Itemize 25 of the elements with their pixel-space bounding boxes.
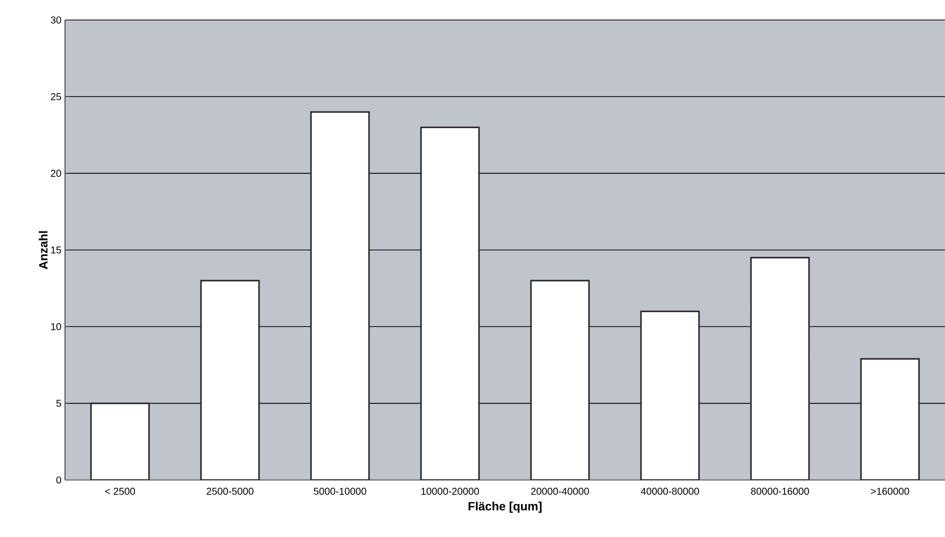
x-tick-label: 5000-10000: [314, 488, 366, 495]
bar: [310, 111, 370, 480]
y-tick-label: 25: [50, 93, 62, 100]
y-tick-label: 0: [56, 476, 62, 484]
x-tick-label: 80000-16000: [751, 488, 809, 495]
x-tick-label: >160000: [870, 488, 910, 495]
bar: [200, 280, 260, 480]
x-tick-label: 20000-40000: [531, 488, 589, 495]
bar: [530, 280, 590, 480]
bar: [750, 256, 810, 480]
bar: [860, 358, 920, 480]
bar: [640, 310, 700, 480]
x-tick-label: 10000-20000: [421, 488, 479, 495]
x-tick-label: 2500-5000: [206, 488, 254, 495]
x-axis-title: Fläche [qum]: [468, 502, 542, 513]
y-tick-label: 10: [51, 323, 62, 330]
y-tick-label: 5: [56, 400, 62, 407]
x-tick-label: < 2500: [105, 488, 135, 495]
bar: [90, 402, 150, 480]
y-axis-title: Anzahl: [38, 231, 48, 270]
y-tick-label: 20: [50, 170, 62, 177]
y-tick-label: 30: [50, 16, 62, 24]
bar: [420, 126, 480, 480]
y-tick-label: 15: [51, 246, 62, 254]
x-tick-label: 40000-80000: [640, 488, 699, 495]
